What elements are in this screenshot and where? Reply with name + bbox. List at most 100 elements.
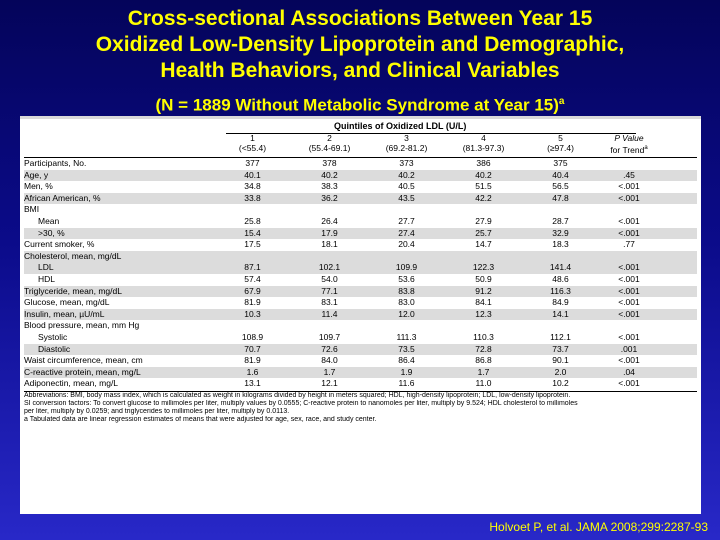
- table-top-bar: [20, 116, 701, 119]
- table-cell: 11.0: [475, 378, 492, 389]
- p-value-cell: <.001: [618, 227, 640, 238]
- table-cell: 38.3: [321, 181, 338, 192]
- p-value-cell: [599, 320, 659, 332]
- table-cell: 72.6: [321, 343, 338, 354]
- table-cell: 26.4: [321, 215, 338, 226]
- table-row: Participants, No. 377 378 373 386 375: [24, 158, 697, 170]
- title-line-1: Cross-sectional Associations Between Yea…: [127, 7, 593, 30]
- row-label: Participants, No.: [24, 158, 87, 168]
- table-row: >30, % 15.4 17.9 27.4 25.7 32.9 <.001: [24, 227, 697, 240]
- column-header-quintile-2: 2 (55.4-69.1): [291, 133, 368, 157]
- table-cell: 27.4: [398, 227, 415, 238]
- p-value-cell: <.001: [618, 192, 640, 203]
- table-cell: 86.8: [475, 355, 492, 366]
- p-value-cell: .77: [623, 239, 635, 250]
- table-cell: 87.1: [244, 262, 261, 273]
- table-cell: 102.1: [318, 262, 341, 273]
- quintile-group-label: Quintiles of Oxidized LDL (U/L): [334, 121, 467, 131]
- table-cell: 108.9: [241, 331, 264, 342]
- quintile-number: 5: [558, 133, 563, 143]
- table-cell: 91.2: [475, 285, 492, 296]
- table-cell: 42.2: [475, 192, 492, 203]
- table-row: Men, % 34.8 38.3 40.5 51.5 56.5 <.001: [24, 181, 697, 193]
- slide-title: Cross-sectional Associations Between Yea…: [0, 6, 720, 84]
- table-row: Triglyceride, mean, mg/dL 67.9 77.1 83.8 91.…: [24, 285, 697, 298]
- table-cell: 2.0: [554, 366, 567, 377]
- table-row: BMI: [24, 204, 697, 216]
- table-cell: [368, 251, 445, 263]
- table-cell: [445, 320, 522, 332]
- table-row: HDL 57.4 54.0 53.6 50.9 48.6 <.001: [24, 274, 697, 286]
- p-value-cell: <.001: [618, 262, 640, 273]
- column-header-quintile-5: 5 (≥97.4): [522, 133, 599, 157]
- column-header-label: [24, 133, 214, 157]
- p-value-cell: <.001: [618, 355, 640, 366]
- row-label: Glucose, mean, mg/dL: [24, 297, 110, 308]
- quintile-number: 3: [404, 133, 409, 143]
- table-cell: 109.9: [395, 262, 418, 273]
- table-cell: 86.4: [398, 355, 415, 366]
- table-cell: [291, 204, 368, 216]
- p-value-cell: <.001: [618, 297, 640, 308]
- subtitle-text: (N = 1889 Without Metabolic Syndrome at …: [155, 95, 559, 115]
- quintile-number: 4: [481, 133, 486, 143]
- row-label: HDL: [38, 273, 56, 284]
- table-cell: 32.9: [552, 227, 569, 238]
- table-cell: 40.2: [321, 169, 338, 180]
- quintile-range: (≥97.4): [547, 143, 574, 153]
- table-row: Blood pressure, mean, mm Hg: [24, 320, 697, 332]
- table-row: Adiponectin, mean, mg/L 13.1 12.1 11.6 11.0 1…: [24, 378, 697, 390]
- quintile-range: (55.4-69.1): [308, 143, 351, 153]
- title-line-2: Oxidized Low-Density Lipoprotein and Dem…: [95, 33, 625, 56]
- table-cell: 81.9: [244, 297, 261, 308]
- row-label: BMI: [24, 204, 40, 215]
- table-cell: 40.2: [398, 169, 415, 180]
- subtitle-footnote-marker: a: [558, 96, 565, 107]
- footnote-line: per liter, multiply by 0.0259; and trigl…: [24, 407, 290, 415]
- table-cell: 17.5: [244, 239, 261, 250]
- table-cell: 27.7: [398, 215, 415, 226]
- p-value-cell: [599, 158, 659, 170]
- footnote-line: SI conversion factors: To convert glucos…: [24, 399, 578, 407]
- column-header-quintile-1: 1 (<55.4): [214, 133, 291, 157]
- table-row: Mean 25.8 26.4 27.7 27.9 28.7 <.001: [24, 216, 697, 228]
- p-value-cell: .04: [623, 366, 635, 377]
- table-cell: [368, 204, 445, 216]
- row-label: Current smoker, %: [24, 239, 95, 250]
- table-cell: 25.8: [244, 215, 261, 226]
- table-cell: [445, 204, 522, 216]
- table-cell: [522, 204, 599, 216]
- table-cell: 1.6: [246, 366, 259, 377]
- table-cell: 18.3: [552, 239, 569, 250]
- table-cell: 40.2: [475, 169, 492, 180]
- title-line-3: Health Behaviors, and Clinical Variables: [160, 59, 560, 82]
- p-header-line2-wrap: for Trenda: [599, 143, 659, 155]
- table-cell: 18.1: [321, 239, 338, 250]
- table-cell: [291, 320, 368, 332]
- table-cell: 122.3: [472, 262, 495, 273]
- row-label: Triglyceride, mean, mg/dL: [24, 285, 122, 296]
- table-cell: [445, 251, 522, 263]
- column-header-quintile-4: 4 (81.3-97.3): [445, 133, 522, 157]
- table-cell: 81.9: [244, 355, 261, 366]
- row-label: Blood pressure, mean, mm Hg: [24, 320, 140, 331]
- table-row: African American, % 33.8 36.2 43.5 42.2 47.8 <…: [24, 192, 697, 205]
- table-cell: 11.4: [321, 308, 338, 319]
- table-cell: 84.0: [321, 355, 338, 366]
- table-cell: 141.4: [549, 262, 572, 273]
- table-cell: 20.4: [398, 239, 415, 250]
- table-cell: 83.1: [321, 297, 338, 308]
- table-cell: 51.5: [475, 181, 492, 192]
- table-cell: 34.8: [244, 181, 261, 192]
- table-row: Systolic 108.9 109.7 111.3 110.3 112.1 <.001: [24, 332, 697, 344]
- table-cell: 54.0: [321, 273, 338, 284]
- table-cell: 43.5: [398, 192, 415, 203]
- table-cell: 110.3: [473, 331, 494, 342]
- table-cell: 15.4: [244, 227, 261, 238]
- table-cell: 77.1: [321, 285, 338, 296]
- table-cell: 12.3: [475, 308, 492, 319]
- table-cell: 14.7: [475, 239, 492, 250]
- row-label: Cholesterol, mean, mg/dL: [24, 250, 122, 261]
- table-row: LDL 87.1 102.1 109.9 122.3 141.4 <.001: [24, 262, 697, 274]
- table-row: Waist circumference, mean, cm 81.9 84.0 86.…: [24, 355, 697, 367]
